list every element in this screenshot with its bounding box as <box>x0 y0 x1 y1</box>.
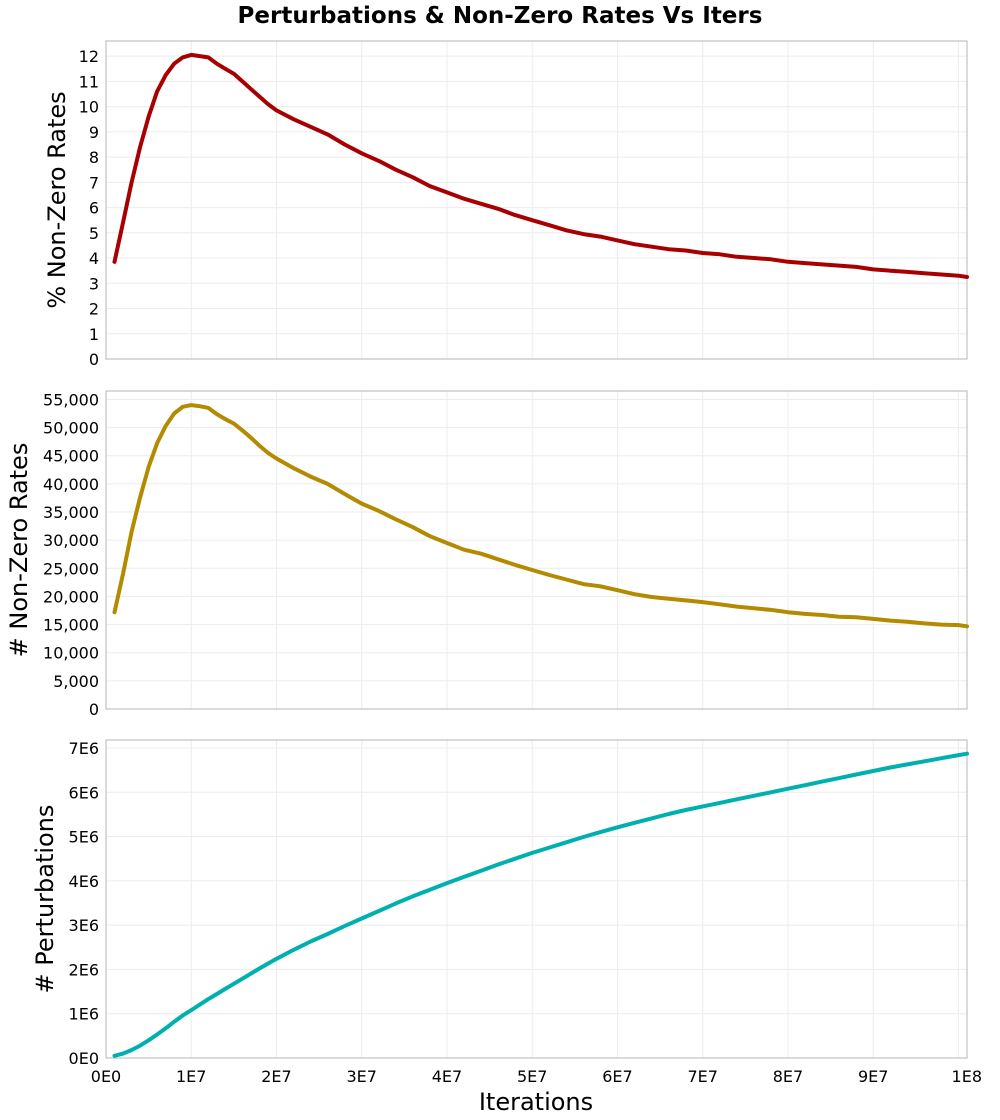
x-tick-label: 9E7 <box>858 1067 888 1086</box>
x-tick-label: 0E0 <box>91 1067 121 1086</box>
y-tick-label: 2 <box>89 300 99 319</box>
panel-count-non-zero-rates: 0 5,000 10,000 15,000 20,000 25,000 30,000 35,0… <box>5 390 969 719</box>
panel-perturbations: 0E0 1E6 2E6 3E6 4E6 5E6 6E6 7E6 # Perturbations <box>31 739 969 1068</box>
y-tick-label: 6 <box>89 199 99 218</box>
panel-1-frame <box>105 390 968 710</box>
y-tick-label: 15,000 <box>43 616 99 635</box>
x-tick-label: 4E7 <box>432 1067 462 1086</box>
x-axis-label: Iterations <box>479 1088 593 1116</box>
panel-1-y-ticks: 0 5,000 10,000 15,000 20,000 25,000 30,000 35,0… <box>43 390 99 719</box>
series-line-percent-non-zero-rates <box>112 52 969 279</box>
y-tick-label: 45,000 <box>43 447 99 466</box>
y-tick-label: 0 <box>89 700 99 719</box>
panel-2-gridlines <box>106 740 967 1058</box>
y-tick-label: 3 <box>89 274 99 293</box>
x-tick-label: 7E7 <box>687 1067 717 1086</box>
y-tick-label: 5 <box>89 224 99 243</box>
y-tick-label: 12 <box>79 47 99 66</box>
panel-1-gridlines <box>106 391 967 709</box>
y-tick-label: 6E6 <box>69 783 99 802</box>
y-tick-label: 55,000 <box>43 390 99 409</box>
y-tick-label: 30,000 <box>43 531 99 550</box>
series-line-count-non-zero-rates <box>112 403 969 629</box>
y-axis-label-perturbations: # Perturbations <box>31 805 59 994</box>
y-tick-label: 10 <box>79 98 99 117</box>
y-tick-label: 8 <box>89 148 99 167</box>
y-tick-label: 50,000 <box>43 419 99 438</box>
y-tick-label: 9 <box>89 123 99 142</box>
y-tick-label: 5,000 <box>53 672 99 691</box>
y-tick-label: 10,000 <box>43 644 99 663</box>
y-tick-label: 0 <box>89 350 99 369</box>
y-tick-label: 4 <box>89 249 99 268</box>
y-tick-label: 20,000 <box>43 587 99 606</box>
y-tick-label: 4E6 <box>69 872 99 891</box>
x-tick-label: 6E7 <box>602 1067 632 1086</box>
panel-0-gridlines <box>106 41 967 359</box>
x-tick-label: 1E8 <box>952 1067 982 1086</box>
x-tick-label: 2E7 <box>261 1067 291 1086</box>
y-tick-label: 35,000 <box>43 503 99 522</box>
y-tick-label: 25,000 <box>43 559 99 578</box>
series-line-perturbations <box>112 751 969 1058</box>
y-tick-label: 1 <box>89 325 99 344</box>
panel-2-frame <box>105 739 968 1059</box>
y-tick-label: 0E0 <box>69 1049 99 1068</box>
x-tick-label: 5E7 <box>517 1067 547 1086</box>
y-axis-label-count-non-zero-rates: # Non-Zero Rates <box>5 443 33 658</box>
y-tick-label: 5E6 <box>69 828 99 847</box>
x-axis-ticks: 0E0 1E7 2E7 3E7 4E7 5E7 6E7 7E7 8E7 9E7 1E8 <box>91 1067 982 1086</box>
chart-title: Perturbations & Non-Zero Rates Vs Iters <box>238 3 763 29</box>
x-tick-label: 8E7 <box>773 1067 803 1086</box>
x-tick-label: 3E7 <box>347 1067 377 1086</box>
y-tick-label: 7 <box>89 173 99 192</box>
panel-2-y-ticks: 0E0 1E6 2E6 3E6 4E6 5E6 6E6 7E6 <box>69 739 99 1068</box>
y-tick-label: 40,000 <box>43 475 99 494</box>
y-tick-label: 11 <box>79 72 99 91</box>
y-axis-label-percent-non-zero-rates: % Non-Zero Rates <box>43 91 71 308</box>
y-tick-label: 2E6 <box>69 960 99 979</box>
x-tick-label: 1E7 <box>176 1067 206 1086</box>
panel-0-frame <box>105 40 968 360</box>
y-tick-label: 1E6 <box>69 1005 99 1024</box>
y-tick-label: 7E6 <box>69 739 99 758</box>
y-tick-label: 3E6 <box>69 916 99 935</box>
